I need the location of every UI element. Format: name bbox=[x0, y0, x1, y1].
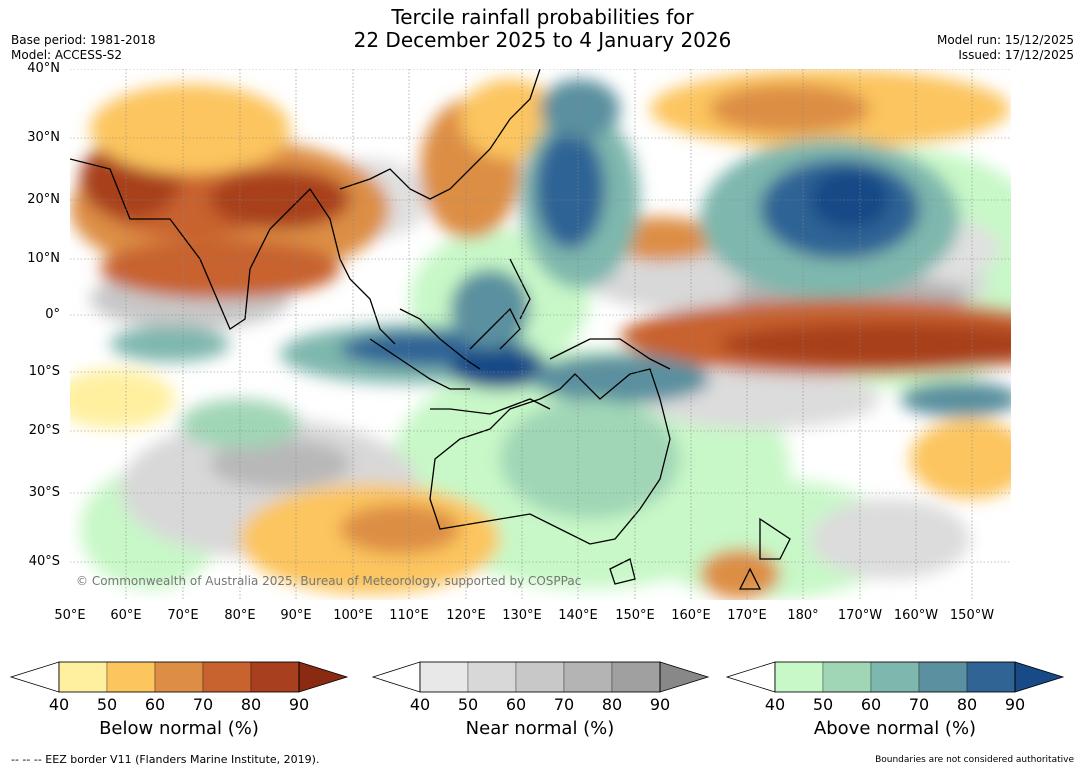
lon-label: 120°E bbox=[446, 608, 486, 623]
tick-label: 50 bbox=[96, 695, 118, 714]
colorbars bbox=[9, 661, 1065, 693]
lon-label: 150°W bbox=[949, 608, 995, 623]
tick-label: 80 bbox=[240, 695, 262, 714]
lon-label: 60°E bbox=[110, 608, 142, 623]
tick-label: 80 bbox=[956, 695, 978, 714]
tick-label: 90 bbox=[649, 695, 671, 714]
tick-label: 90 bbox=[288, 695, 310, 714]
colorbar-above-title: Above normal (%) bbox=[813, 718, 977, 739]
lon-label: 140°E bbox=[558, 608, 598, 623]
tick-label: 60 bbox=[860, 695, 882, 714]
colorbar-near-title: Near normal (%) bbox=[465, 718, 615, 739]
lat-label: 40°N bbox=[27, 61, 60, 76]
model-name: Model: ACCESS-S2 bbox=[11, 48, 123, 62]
colorbar-above bbox=[725, 661, 1065, 693]
map-title-line1: Tercile rainfall probabilities for bbox=[391, 5, 694, 29]
lat-label: 10°N bbox=[27, 251, 60, 266]
lon-label: 170°E bbox=[727, 608, 767, 623]
tick-label: 80 bbox=[601, 695, 623, 714]
lat-label: 10°S bbox=[28, 364, 60, 379]
tick-label: 60 bbox=[144, 695, 166, 714]
colorbar-below-title: Below normal (%) bbox=[99, 718, 259, 739]
lon-label: 180° bbox=[787, 608, 819, 623]
copyright-notice: © Commonwealth of Australia 2025, Bureau… bbox=[76, 574, 582, 588]
meta-left: Base period: 1981-2018 Model: ACCESS-S2 bbox=[11, 33, 156, 63]
lat-label: 20°N bbox=[27, 192, 60, 207]
lon-label: 110°E bbox=[389, 608, 429, 623]
rainfall-probability-map bbox=[70, 69, 1011, 600]
tick-label: 70 bbox=[192, 695, 214, 714]
tick-label: 60 bbox=[505, 695, 527, 714]
tick-label: 40 bbox=[48, 695, 70, 714]
probability-fields bbox=[70, 69, 1011, 599]
graticule bbox=[70, 69, 1011, 600]
model-run: Model run: 15/12/2025 bbox=[936, 33, 1074, 47]
lat-label: 40°S bbox=[28, 554, 60, 569]
lon-label: 160°E bbox=[671, 608, 711, 623]
lon-label: 160°W bbox=[893, 608, 939, 623]
tick-label: 70 bbox=[908, 695, 930, 714]
lon-label: 50°E bbox=[54, 608, 86, 623]
colorbar-below bbox=[9, 661, 349, 693]
eez-border-note: -- -- -- EEZ border V11 (Flanders Marine… bbox=[11, 753, 320, 766]
map-title-line2: 22 December 2025 to 4 January 2026 bbox=[353, 28, 732, 52]
tick-label: 50 bbox=[457, 695, 479, 714]
lat-label: 0° bbox=[45, 307, 60, 322]
meta-right: Model run: 15/12/2025 Issued: 17/12/2025 bbox=[937, 33, 1074, 63]
lon-label: 70°E bbox=[167, 608, 199, 623]
tick-label: 90 bbox=[1004, 695, 1026, 714]
lat-label: 30°S bbox=[28, 485, 60, 500]
lon-label: 100°E bbox=[333, 608, 373, 623]
base-period: Base period: 1981-2018 bbox=[11, 33, 156, 47]
lat-label: 30°N bbox=[27, 130, 60, 145]
issued-date: Issued: 17/12/2025 bbox=[958, 48, 1074, 62]
colorbar-near bbox=[371, 661, 710, 693]
tick-label: 40 bbox=[409, 695, 431, 714]
tick-label: 50 bbox=[812, 695, 834, 714]
coastlines bbox=[70, 69, 791, 590]
lon-label: 150°E bbox=[615, 608, 655, 623]
lon-label: 130°E bbox=[502, 608, 542, 623]
lon-label: 80°E bbox=[224, 608, 256, 623]
lon-label: 90°E bbox=[280, 608, 312, 623]
lon-label: 170°W bbox=[837, 608, 883, 623]
lat-label: 20°S bbox=[28, 423, 60, 438]
tick-label: 70 bbox=[553, 695, 575, 714]
boundaries-disclaimer: Boundaries are not considered authoritat… bbox=[875, 755, 1074, 765]
tick-label: 40 bbox=[764, 695, 786, 714]
